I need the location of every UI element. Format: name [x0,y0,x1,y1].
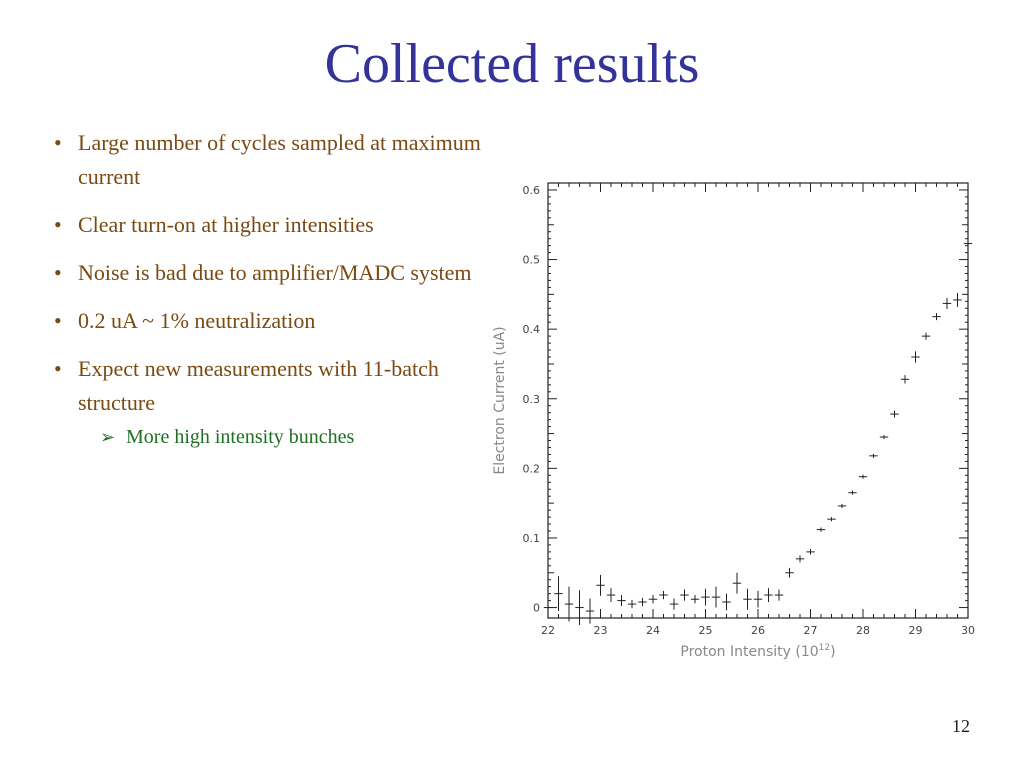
data-point [575,590,584,625]
data-point [585,598,595,624]
data-point [848,490,857,495]
x-tick-label: 23 [594,624,608,637]
bullet-dot-icon: • [54,356,62,381]
data-point [942,297,952,309]
y-tick-label: 0.6 [523,184,541,197]
data-point [732,572,742,594]
data-point [711,586,721,608]
data-point [827,517,836,522]
y-tick-label: 0.5 [523,254,541,267]
arrow-bullet-icon: ➢ [100,427,116,447]
data-point [953,292,962,307]
x-tick-label: 22 [541,624,555,637]
bullet-dot-icon: • [54,130,62,155]
data-point [764,588,773,602]
bullet-dot-icon: • [54,260,62,285]
data-point [795,555,805,563]
bullet-dot-icon: • [54,212,62,237]
bullet-item: • Expect new measurements with 11-batch … [52,352,482,452]
bullet-item: • 0.2 uA ~ 1% neutralization [52,304,482,338]
x-axis-title: Proton Intensity (1012) [680,643,835,660]
data-point [785,567,794,578]
data-point [921,332,931,340]
data-point [596,574,605,596]
bullet-item: • Large number of cycles sampled at maxi… [52,126,482,194]
data-point [911,351,920,363]
bullet-text: 0.2 uA ~ 1% neutralization [78,308,316,333]
x-tick-label: 30 [961,624,975,637]
page-number: 12 [952,716,970,736]
x-tick-label: 27 [804,624,818,637]
data-point [806,549,815,555]
y-tick-label: 0 [533,602,540,615]
x-tick-label: 28 [856,624,870,637]
y-tick-label: 0.3 [523,393,541,406]
data-point [774,589,784,601]
data-point [606,588,616,602]
data-point [564,586,574,622]
y-axis-title: Electron Current (uA) [492,326,508,474]
bullet-text: Large number of cycles sampled at maximu… [78,130,481,189]
data-point [543,597,553,618]
x-tick-label: 26 [751,624,765,637]
x-tick-label: 29 [909,624,923,637]
data-point [753,590,763,608]
bullet-dot-icon: • [54,308,62,333]
bullet-text: Expect new measurements with 11-batch st… [78,356,439,415]
y-tick-label: 0.1 [523,532,541,545]
y-tick-label: 0.4 [523,323,541,336]
data-point [869,453,878,458]
data-point [900,375,910,384]
data-point [890,410,899,418]
data-point [690,595,700,604]
x-tick-label: 25 [699,624,713,637]
data-point [837,503,847,509]
data-point [648,595,658,604]
plot-frame [547,182,969,619]
bullet-list: • Large number of cycles sampled at maxi… [52,126,482,466]
data-point [722,593,731,611]
data-point [879,434,889,440]
data-point [701,588,710,606]
y-tick-label: 0.2 [523,462,541,475]
bullet-text: Noise is bad due to amplifier/MADC syste… [78,260,472,285]
data-point [627,599,637,609]
data-point [816,527,826,532]
data-point [743,588,752,610]
data-point [932,313,941,321]
slide-title: Collected results [324,33,700,95]
bullet-item: • Noise is bad due to amplifier/MADC sys… [52,256,482,290]
data-point [680,589,689,601]
data-point [659,590,668,600]
data-point [638,597,647,607]
data-point [669,598,679,610]
data-point [554,576,563,612]
data-point [963,222,973,265]
sub-bullet-item: ➢ More high intensity bunches [78,422,482,452]
electron-current-chart: 22 23 24 25 26 27 28 29 30 0 0.1 0.2 0.3 0.4 0.5 0.6 Pro… [492,182,975,660]
bullet-text: Clear turn-on at higher intensities [78,212,374,237]
x-tick-label: 24 [646,624,660,637]
bullet-item: • Clear turn-on at higher intensities [52,208,482,242]
data-point [617,595,626,607]
sub-bullet-text: More high intensity bunches [126,426,355,448]
data-point [858,474,868,479]
